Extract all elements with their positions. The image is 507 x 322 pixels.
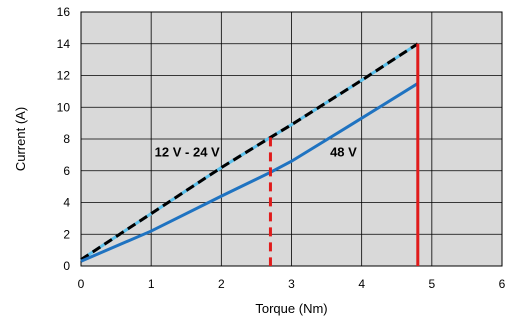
x-tick-label: 4 xyxy=(358,277,365,291)
y-tick-label: 12 xyxy=(57,69,71,83)
x-tick-label: 6 xyxy=(499,277,506,291)
y-tick-label: 8 xyxy=(63,132,70,146)
y-tick-label: 14 xyxy=(57,37,71,51)
y-tick-label: 16 xyxy=(57,5,71,19)
y-tick-label: 6 xyxy=(63,164,70,178)
series-annotation: 12 V - 24 V xyxy=(155,144,220,159)
markers-layer xyxy=(268,43,420,266)
y-tick-label: 2 xyxy=(63,227,70,241)
x-tick-label: 2 xyxy=(218,277,225,291)
series-annotation: 48 V xyxy=(330,144,357,159)
x-axis-title: Torque (Nm) xyxy=(255,301,327,316)
y-axis-title: Current (A) xyxy=(13,107,28,171)
annotations: 12 V - 24 V 48 V xyxy=(155,144,357,159)
y-tick-label: 0 xyxy=(63,259,70,273)
x-tick-label: 3 xyxy=(288,277,295,291)
x-tick-label: 1 xyxy=(148,277,155,291)
x-tick-label: 5 xyxy=(428,277,435,291)
y-tick-label: 4 xyxy=(63,196,70,210)
y-tick-label: 10 xyxy=(57,100,71,114)
x-tick-label: 0 xyxy=(78,277,85,291)
grid xyxy=(81,12,502,266)
